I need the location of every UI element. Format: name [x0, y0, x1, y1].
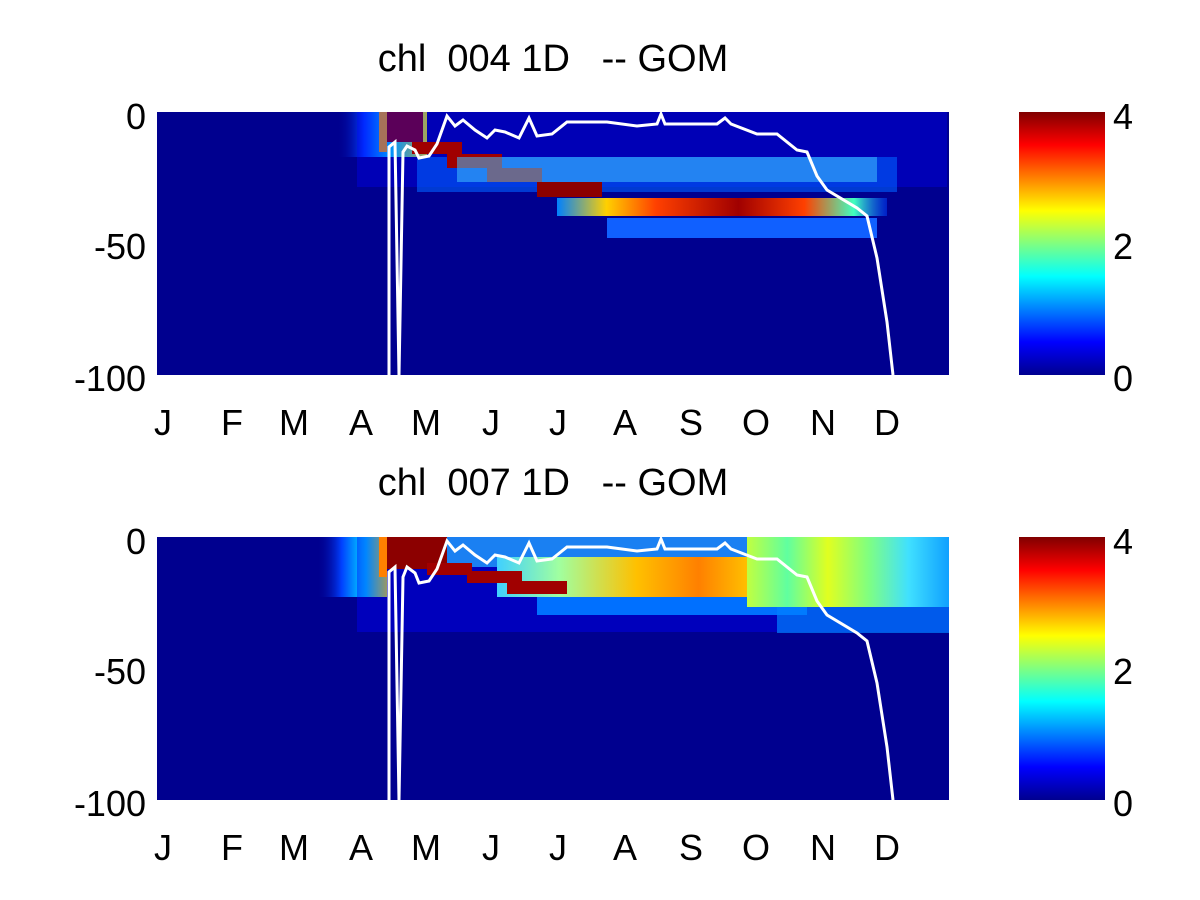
autumn-deep-2	[777, 607, 949, 633]
dcm-band-1	[557, 198, 887, 216]
x-tick-2-7: A	[612, 827, 637, 868]
colorbar-tick-1-1: 2	[1113, 226, 1134, 267]
x-tick-1-7: A	[612, 402, 637, 443]
heatmap-plot-1	[157, 112, 949, 375]
bloom-core-1	[385, 112, 423, 142]
dcm-step-4	[537, 182, 602, 197]
x-tick-1-9: O	[741, 402, 770, 443]
bloom-edge-1	[379, 112, 387, 152]
heatmap-plot-2	[157, 537, 949, 800]
x-tick-2-8: S	[678, 827, 703, 868]
x-tick-1-11: D	[874, 402, 900, 443]
colorbar-2	[1019, 537, 1105, 800]
chart-title-2: chl 007 1D -- GOM	[377, 462, 729, 504]
heatmap-svg-2	[317, 537, 949, 800]
y-tick-2-0: 0	[125, 521, 146, 562]
x-tick-2-3: A	[348, 827, 373, 868]
mld-line-1	[387, 138, 401, 375]
dcm-step-2-3	[507, 581, 567, 594]
colorbar-tick-2-0: 4	[1113, 521, 1134, 562]
dcm-step-1	[412, 142, 462, 154]
x-tick-1-0: J	[154, 402, 172, 443]
bloom-edge-2	[379, 537, 387, 577]
x-tick-2-6: J	[549, 827, 567, 868]
x-tick-1-3: A	[348, 402, 373, 443]
lower-band-2	[537, 597, 807, 615]
x-tick-2-2: M	[279, 827, 309, 868]
x-tick-1-1: F	[221, 402, 243, 443]
x-tick-2-9: O	[741, 827, 770, 868]
mld-line-2	[387, 563, 401, 800]
chart-title-1: chl 004 1D -- GOM	[377, 38, 729, 80]
bloom-surface-2	[317, 537, 387, 597]
mld-line-2b	[397, 537, 895, 800]
x-tick-2-5: J	[482, 827, 500, 868]
x-tick-1-5: J	[482, 402, 500, 443]
heatmap-svg-1	[337, 112, 947, 375]
x-tick-2-1: F	[221, 827, 243, 868]
mld-line-1b	[397, 112, 895, 375]
y-tick-1-1: -50	[93, 226, 146, 267]
colorbar-tick-2-2: 0	[1113, 783, 1134, 824]
colorbar-tick-1-2: 0	[1113, 358, 1134, 399]
x-tick-2-11: D	[874, 827, 900, 868]
x-tick-2-4: M	[411, 827, 441, 868]
x-tick-2-0: J	[154, 827, 172, 868]
x-tick-2-10: N	[810, 827, 836, 868]
dcm-lower-1	[607, 218, 877, 238]
x-tick-1-8: S	[678, 402, 703, 443]
x-tick-1-6: J	[549, 402, 567, 443]
y-tick-2-2: -100	[73, 783, 146, 824]
x-tick-1-10: N	[810, 402, 836, 443]
colorbar-tick-2-1: 2	[1113, 651, 1134, 692]
band-upper-1	[457, 157, 877, 182]
y-tick-2-1: -50	[93, 651, 146, 692]
x-tick-1-2: M	[279, 402, 309, 443]
dcm-step-2-2	[467, 571, 522, 583]
colorbar-tick-1-0: 4	[1113, 96, 1134, 137]
x-tick-1-4: M	[411, 402, 441, 443]
autumn-band-2	[747, 537, 949, 607]
y-tick-1-0: 0	[125, 96, 146, 137]
y-tick-1-2: -100	[73, 358, 146, 399]
colorbar-1	[1019, 112, 1105, 375]
